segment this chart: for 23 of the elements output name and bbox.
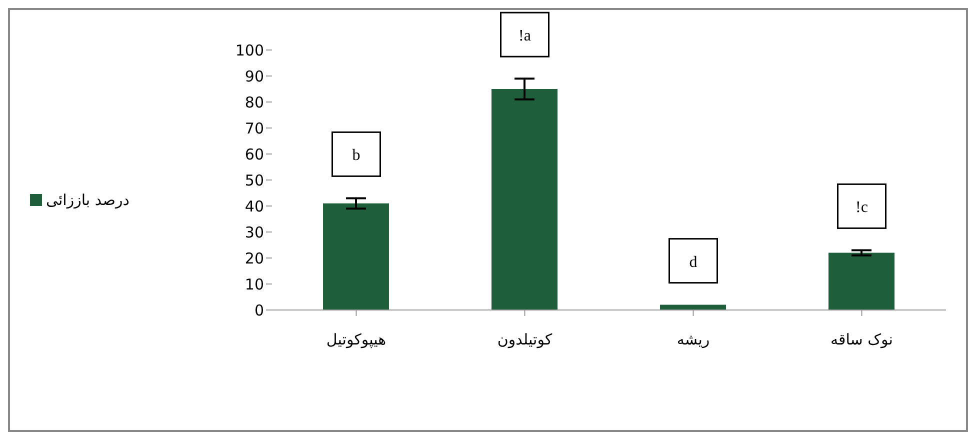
y-tick-label: 90: [244, 67, 264, 86]
y-tick-label: 60: [244, 145, 264, 164]
y-tick-label: 20: [244, 249, 264, 268]
y-tick-label: 80: [244, 93, 264, 112]
y-tick-label: 30: [244, 223, 264, 242]
annotation: b: [352, 147, 360, 164]
x-tick-label: ریشه: [676, 330, 710, 349]
y-tick-label: 40: [244, 197, 264, 216]
annotation: !c: [856, 199, 868, 216]
y-tick-label: 70: [244, 119, 264, 138]
text: !a: [518, 28, 531, 45]
legend-label: درصد باززائی: [46, 191, 130, 209]
x-tick-label: کوتیلدون: [497, 330, 553, 349]
x-tick-label: هیپوکوتیل: [326, 330, 386, 349]
y-tick-label: 0: [254, 301, 264, 320]
x-tick-label: نوک ساقه: [830, 330, 893, 349]
bar: [828, 252, 894, 310]
bar: [323, 203, 389, 310]
bar: [492, 89, 558, 310]
y-tick-label: 10: [244, 275, 264, 294]
y-tick-label: 100: [235, 41, 264, 60]
y-tick-label: 50: [244, 171, 264, 190]
annotation: d: [689, 254, 698, 271]
